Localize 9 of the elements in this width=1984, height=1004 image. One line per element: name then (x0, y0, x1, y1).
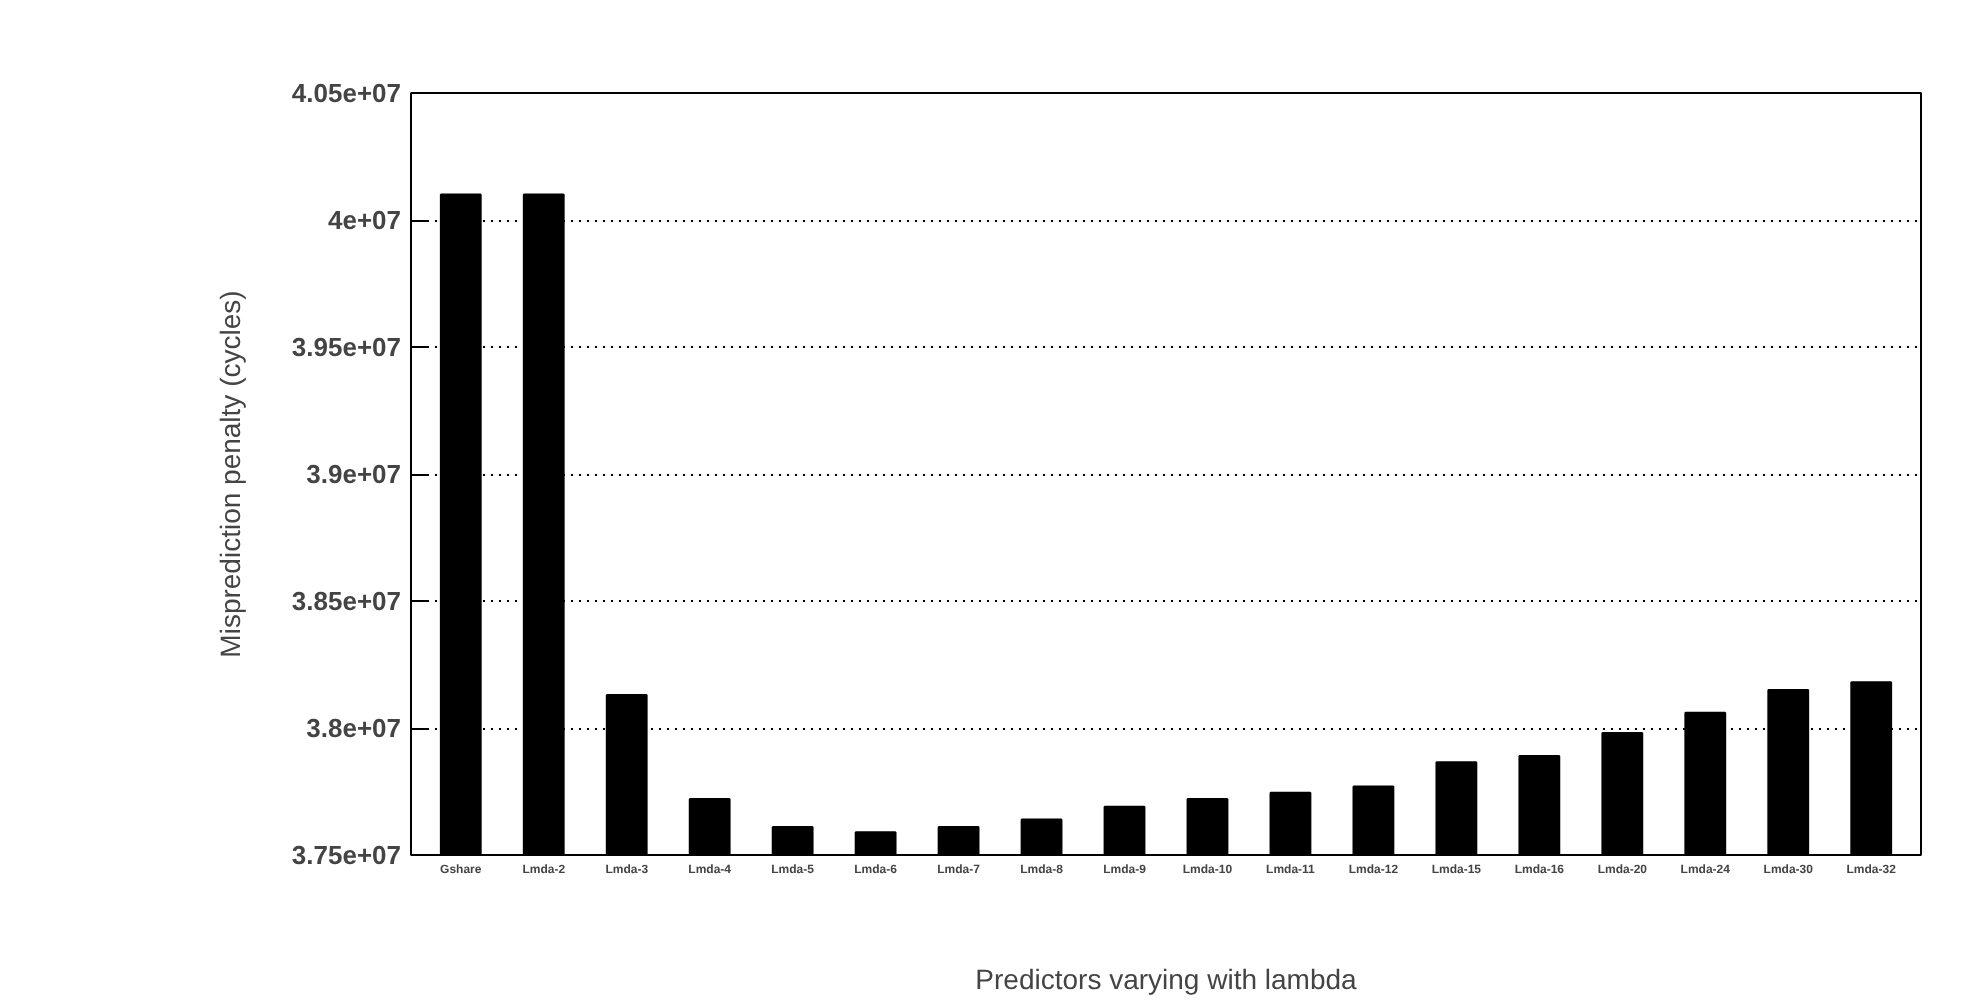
y-tick-label: 3.75e+07 (291, 840, 402, 870)
y-tick-label: 3.85e+07 (291, 586, 402, 616)
y-tick-label: 3.9e+07 (306, 459, 402, 489)
y-tick-label: 3.95e+07 (291, 332, 402, 362)
y-tick-label: 4.05e+07 (291, 78, 402, 108)
x-axis-title: Predictors varying with lambda (975, 963, 1358, 995)
y-tick-label: 3.8e+07 (306, 713, 402, 743)
y-tick-label: 4e+07 (327, 205, 402, 235)
y-axis-title: Misprediction penalty (cycles) (213, 290, 246, 658)
